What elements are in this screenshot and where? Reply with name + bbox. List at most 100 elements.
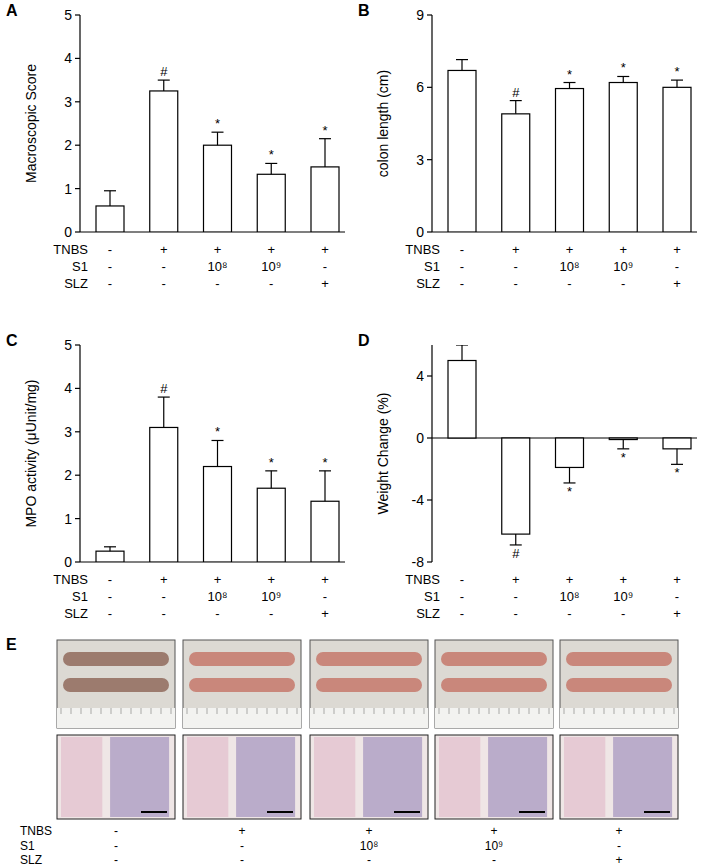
histology-tissue xyxy=(110,737,169,817)
condition-value: - xyxy=(460,242,464,257)
condition-value: 10⁸ xyxy=(560,259,580,274)
histology xyxy=(183,735,301,819)
bar xyxy=(502,114,530,232)
y-tick-label: 2 xyxy=(64,137,72,153)
ruler-tick xyxy=(314,708,315,714)
condition-value: - xyxy=(114,824,118,838)
significance-mark: * xyxy=(621,60,626,75)
condition-label: TNBS xyxy=(405,572,440,587)
error-stem xyxy=(271,471,272,488)
error-stem xyxy=(676,80,677,87)
error-bar xyxy=(564,467,576,483)
significance-mark: * xyxy=(269,147,274,162)
condition-label: SLZ xyxy=(20,853,42,867)
ruler-tick xyxy=(267,708,268,714)
condition-value: - xyxy=(162,606,166,621)
ruler-tick xyxy=(131,708,132,714)
error-bar xyxy=(671,80,683,87)
bar xyxy=(663,438,691,449)
y-tick-label: 0 xyxy=(64,554,72,570)
condition-value: - xyxy=(492,853,496,867)
significance-mark: # xyxy=(160,64,168,79)
condition-value: + xyxy=(673,276,681,291)
error-cap xyxy=(104,190,116,191)
histology-tissue xyxy=(61,737,102,817)
condition-value: - xyxy=(215,606,219,621)
scale-bar xyxy=(519,811,545,813)
histology-tissue xyxy=(236,737,295,817)
error-stem xyxy=(569,83,570,89)
condition-value: + xyxy=(619,242,627,257)
condition-label: S1 xyxy=(72,589,88,604)
ruler xyxy=(560,708,678,728)
y-tick-label: -8 xyxy=(412,554,425,570)
ruler-tick xyxy=(424,708,425,714)
significance-mark: # xyxy=(160,381,168,396)
ruler-tick xyxy=(374,708,375,714)
y-axis-label: Macroscopic Score xyxy=(23,64,39,183)
error-cap xyxy=(319,470,331,471)
ruler-tick xyxy=(257,708,258,714)
significance-mark: * xyxy=(674,64,679,79)
y-tick xyxy=(75,14,80,15)
histology-tissue xyxy=(488,737,547,817)
condition-value: + xyxy=(619,572,627,587)
condition-value: + xyxy=(490,824,497,838)
colon-shape xyxy=(63,652,169,666)
condition-value: - xyxy=(269,276,273,291)
y-tick-label: 6 xyxy=(416,79,424,95)
colon-shape xyxy=(441,652,547,666)
y-axis xyxy=(79,15,80,232)
panel: CMPO activity (μUnit/mg)012345#***TNBS-+… xyxy=(6,332,345,621)
condition-value: + xyxy=(673,572,681,587)
ruler-tick xyxy=(334,708,335,714)
ruler-tick xyxy=(644,708,645,714)
histology-tissue xyxy=(564,737,605,817)
error-cap xyxy=(319,138,331,139)
condition-value: + xyxy=(267,242,275,257)
error-stem xyxy=(515,101,516,114)
ruler-tick xyxy=(624,708,625,714)
bar xyxy=(609,83,637,232)
condition-value: - xyxy=(323,259,327,274)
bar xyxy=(150,427,178,562)
ruler xyxy=(183,708,301,728)
error-bar xyxy=(617,440,629,449)
condition-value: - xyxy=(460,259,464,274)
error-cap xyxy=(456,59,468,60)
significance-mark: * xyxy=(269,455,274,470)
y-tick-label: 9 xyxy=(416,7,424,23)
ruler-tick xyxy=(151,708,152,714)
condition-value: + xyxy=(615,824,622,838)
condition-value: 10⁹ xyxy=(613,259,633,274)
error-stem xyxy=(217,440,218,466)
error-bar xyxy=(617,76,629,82)
histology xyxy=(435,735,553,819)
ruler-tick xyxy=(287,708,288,714)
significance-mark: * xyxy=(567,484,572,499)
ruler-tick xyxy=(394,708,395,714)
histology-tissue xyxy=(363,737,422,817)
condition-value: - xyxy=(108,276,112,291)
condition-value: - xyxy=(114,839,118,853)
condition-value: - xyxy=(514,606,518,621)
error-cap xyxy=(104,546,116,547)
condition-value: - xyxy=(617,839,621,853)
ruler-tick xyxy=(161,708,162,714)
plot-area xyxy=(448,345,691,545)
error-bar xyxy=(671,449,683,465)
significance-mark: * xyxy=(674,465,679,480)
error-bar xyxy=(564,83,576,89)
error-stem xyxy=(163,397,164,427)
ruler-tick xyxy=(674,708,675,714)
error-bar xyxy=(319,139,331,167)
condition-value: + xyxy=(321,606,329,621)
ruler-tick xyxy=(509,708,510,714)
error-bar xyxy=(510,101,522,114)
y-tick-label: 5 xyxy=(64,7,72,23)
histology xyxy=(57,735,175,819)
condition-value: - xyxy=(621,276,625,291)
plot-area xyxy=(96,397,339,562)
y-tick xyxy=(75,518,80,519)
ruler-tick xyxy=(439,708,440,714)
